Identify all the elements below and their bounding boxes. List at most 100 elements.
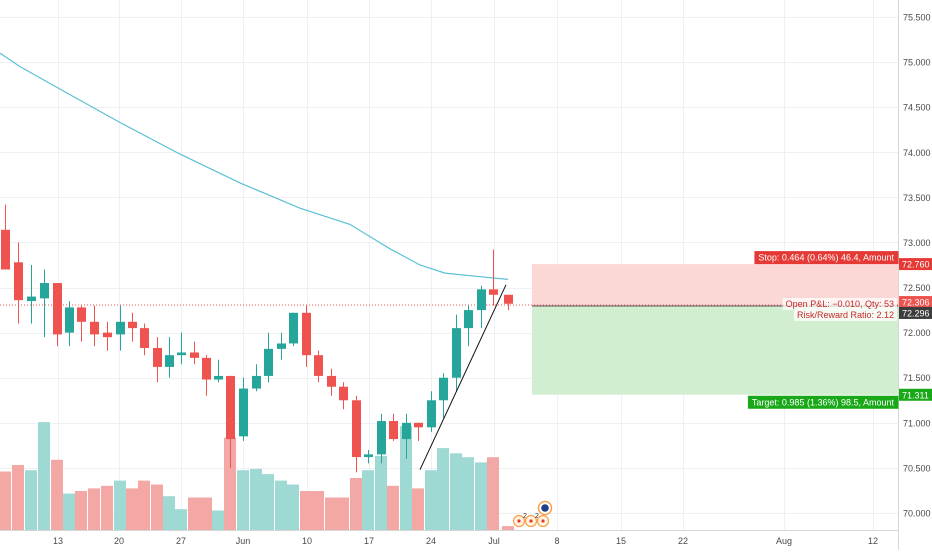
event-marker-dot bbox=[541, 519, 545, 523]
volume-bar bbox=[25, 470, 37, 530]
candle-body[interactable] bbox=[504, 294, 513, 304]
volume-bar bbox=[275, 480, 287, 530]
candle-body[interactable] bbox=[377, 421, 386, 455]
volume-bar bbox=[502, 526, 514, 530]
candle-body[interactable] bbox=[165, 355, 174, 367]
candle-body[interactable] bbox=[190, 352, 199, 358]
volume-bar bbox=[75, 491, 87, 530]
volume-bar bbox=[0, 471, 11, 530]
candle-body[interactable] bbox=[314, 355, 323, 376]
candle-body[interactable] bbox=[77, 307, 86, 322]
candle-body[interactable] bbox=[364, 454, 373, 458]
y-tick-label: 74.000 bbox=[903, 148, 931, 158]
volume-bar bbox=[224, 437, 236, 530]
candle-body[interactable] bbox=[140, 328, 149, 348]
volume-bar bbox=[88, 488, 100, 530]
earnings-flag-inner bbox=[541, 504, 549, 512]
volume-bar bbox=[362, 470, 374, 530]
volume-bar bbox=[325, 497, 337, 530]
volume-bar bbox=[475, 462, 487, 530]
y-tick-label: 75.500 bbox=[903, 13, 931, 23]
x-tick-label: 17 bbox=[364, 536, 374, 546]
candle-body[interactable] bbox=[464, 310, 473, 329]
x-tick-label: 27 bbox=[176, 536, 186, 546]
candle-body[interactable] bbox=[153, 347, 162, 367]
candle-body[interactable] bbox=[339, 386, 348, 401]
y-tick-label: 70.000 bbox=[903, 509, 931, 519]
volume-bar bbox=[300, 491, 312, 530]
candle-body[interactable] bbox=[414, 422, 423, 428]
candle-body[interactable] bbox=[352, 400, 361, 458]
candle-body[interactable] bbox=[27, 296, 36, 302]
x-tick-label: 15 bbox=[616, 536, 626, 546]
candle-body[interactable] bbox=[103, 332, 112, 338]
event-marker-count: 2 bbox=[535, 513, 539, 520]
volume-bar bbox=[63, 493, 75, 530]
volume-bar bbox=[114, 480, 126, 530]
candle-body[interactable] bbox=[302, 312, 311, 356]
volume-bar bbox=[138, 480, 150, 530]
candle-body[interactable] bbox=[116, 321, 125, 335]
volume-bar bbox=[437, 448, 449, 530]
y-tick-label: 75.000 bbox=[903, 58, 931, 68]
candle-body[interactable] bbox=[489, 289, 498, 295]
stop-label: Stop: 0.464 (0.64%) 46.4, Amount bbox=[758, 253, 894, 263]
volume-bar bbox=[200, 497, 212, 530]
candle-body[interactable] bbox=[239, 388, 248, 437]
y-tick-label: 72.000 bbox=[903, 328, 931, 338]
candle-body[interactable] bbox=[427, 400, 436, 428]
candle-body[interactable] bbox=[252, 375, 261, 389]
trendline[interactable] bbox=[419, 284, 507, 470]
volume-bar bbox=[188, 497, 200, 530]
open-pl-label-bg bbox=[782, 297, 897, 310]
x-tick-label: Jul bbox=[488, 536, 500, 546]
target-price-badge: 71.311 bbox=[902, 390, 929, 400]
x-tick-label: 10 bbox=[302, 536, 312, 546]
current-price-badge-bg bbox=[899, 296, 932, 309]
candle-body[interactable] bbox=[226, 375, 235, 440]
volume-bar bbox=[101, 485, 113, 530]
event-marker-count: 2 bbox=[523, 513, 527, 520]
candle-body[interactable] bbox=[477, 289, 486, 311]
y-tick-label: 74.500 bbox=[903, 103, 931, 113]
candle-body[interactable] bbox=[264, 348, 273, 376]
candle-body[interactable] bbox=[389, 421, 398, 440]
candle-body[interactable] bbox=[40, 283, 49, 299]
volume-bar bbox=[262, 474, 274, 530]
candle-body[interactable] bbox=[128, 321, 137, 329]
event-marker-dot bbox=[517, 519, 521, 523]
candle-body[interactable] bbox=[452, 328, 461, 378]
candle-body[interactable] bbox=[177, 352, 186, 356]
volume-bar bbox=[237, 470, 249, 530]
event-marker-dot bbox=[529, 519, 533, 523]
target-price-badge-bg bbox=[899, 388, 932, 401]
x-tick-label: 13 bbox=[53, 536, 63, 546]
candle-body[interactable] bbox=[1, 229, 10, 270]
candle-body[interactable] bbox=[65, 307, 74, 333]
volume-bar bbox=[487, 457, 499, 530]
candle-body[interactable] bbox=[202, 357, 211, 380]
target-label: Target: 0.985 (1.36%) 98.5, Amount bbox=[752, 397, 895, 407]
candle-body[interactable] bbox=[289, 312, 298, 344]
candle-body[interactable] bbox=[53, 283, 62, 335]
y-tick-label: 72.500 bbox=[903, 283, 931, 293]
x-tick-label: 12 bbox=[868, 536, 878, 546]
x-tick-label: 24 bbox=[426, 536, 436, 546]
volume-bar bbox=[163, 496, 175, 530]
volume-bar bbox=[462, 457, 474, 530]
candle-body[interactable] bbox=[439, 377, 448, 401]
candle-body[interactable] bbox=[277, 343, 286, 349]
candle-body[interactable] bbox=[327, 375, 336, 387]
volume-bar bbox=[51, 459, 63, 530]
stop-label-bg bbox=[754, 251, 899, 265]
y-tick-label: 71.000 bbox=[903, 418, 931, 428]
candle-body[interactable] bbox=[14, 262, 23, 301]
candle-body[interactable] bbox=[90, 321, 99, 335]
candle-body[interactable] bbox=[214, 375, 223, 380]
volume-bar bbox=[450, 453, 462, 530]
stop-price-badge-bg bbox=[899, 258, 932, 271]
x-tick-label: Jun bbox=[236, 536, 251, 546]
candle-body[interactable] bbox=[402, 422, 411, 440]
